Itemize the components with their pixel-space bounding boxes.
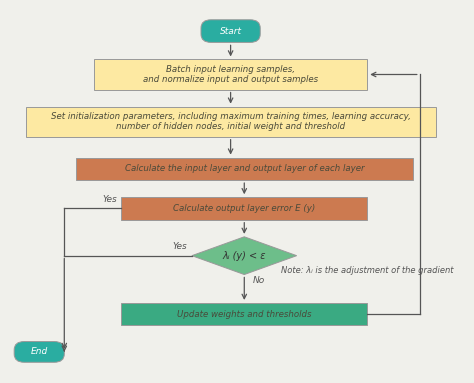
Text: Set initialization parameters, including maximum training times, learning accura: Set initialization parameters, including… (51, 112, 410, 131)
Text: Calculate the input layer and output layer of each layer: Calculate the input layer and output lay… (125, 164, 364, 173)
Polygon shape (192, 237, 297, 275)
Text: Calculate output layer error E (y): Calculate output layer error E (y) (173, 204, 315, 213)
FancyBboxPatch shape (121, 303, 367, 326)
FancyBboxPatch shape (14, 342, 64, 362)
Text: End: End (31, 347, 48, 357)
Text: Update weights and thresholds: Update weights and thresholds (177, 310, 311, 319)
FancyBboxPatch shape (94, 59, 367, 90)
Text: Yes: Yes (102, 195, 117, 204)
Text: Note: λᵢ is the adjustment of the gradient: Note: λᵢ is the adjustment of the gradie… (281, 266, 454, 275)
Text: No: No (253, 276, 265, 285)
FancyBboxPatch shape (26, 106, 436, 137)
FancyBboxPatch shape (121, 197, 367, 220)
FancyBboxPatch shape (201, 20, 260, 43)
Text: Yes: Yes (173, 242, 187, 251)
Text: λᵢ (y) < ε: λᵢ (y) < ε (222, 250, 266, 261)
Text: Start: Start (219, 26, 242, 36)
Text: Batch input learning samples,
and normalize input and output samples: Batch input learning samples, and normal… (143, 65, 318, 84)
FancyBboxPatch shape (76, 157, 413, 180)
